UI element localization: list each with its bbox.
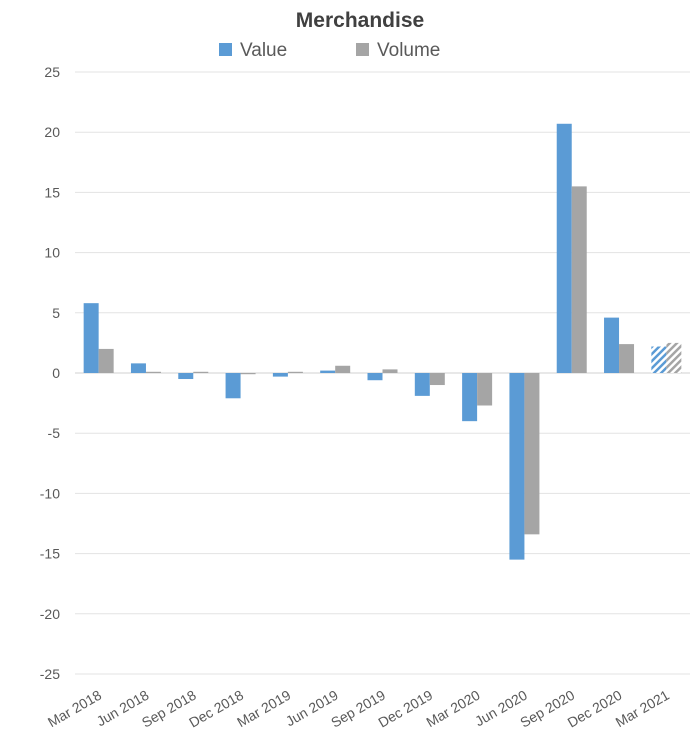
bar-volume xyxy=(335,365,351,373)
y-tick-label: 20 xyxy=(44,124,60,140)
chart-title: Merchandise xyxy=(296,9,424,32)
bar-value xyxy=(604,317,620,373)
x-tick-label: Mar 2021 xyxy=(613,687,672,731)
bar-value xyxy=(462,373,478,422)
bar-value xyxy=(320,370,336,373)
y-tick-label: -25 xyxy=(40,666,60,682)
legend-swatch-volume xyxy=(356,43,369,56)
bars xyxy=(83,123,682,560)
bar-value xyxy=(272,373,288,377)
bar-volume xyxy=(193,371,209,373)
bar-volume xyxy=(619,344,635,373)
bar-value xyxy=(225,373,241,399)
y-tick-label: -20 xyxy=(40,606,60,622)
y-tick-label: -5 xyxy=(48,425,61,441)
y-tick-label: -15 xyxy=(40,546,60,562)
y-tick-label: 0 xyxy=(52,365,60,381)
bar-value xyxy=(509,373,525,560)
bar-value xyxy=(130,363,146,373)
x-tick-label: Mar 2018 xyxy=(45,687,104,731)
bar-value xyxy=(414,373,430,396)
legend: Value Volume xyxy=(219,40,440,61)
bar-volume xyxy=(145,371,161,373)
x-tick-label: Dec 2020 xyxy=(565,687,625,731)
bar-value xyxy=(556,123,572,373)
y-tick-label: 25 xyxy=(44,64,60,80)
bar-value xyxy=(178,373,194,380)
legend-label-value: Value xyxy=(240,40,287,61)
bar-value xyxy=(83,303,99,373)
bar-volume xyxy=(287,371,303,373)
y-tick-label: 10 xyxy=(44,245,60,261)
bar-volume xyxy=(524,373,540,535)
x-tick-label: Dec 2018 xyxy=(186,687,246,731)
y-tick-label: 15 xyxy=(44,184,60,200)
bar-volume xyxy=(240,373,256,375)
x-tick-label: Dec 2019 xyxy=(375,687,435,731)
legend-swatch-value xyxy=(219,43,232,56)
x-tick-label: Mar 2019 xyxy=(234,687,293,731)
y-tick-label: 5 xyxy=(52,305,60,321)
bar-value xyxy=(651,346,667,373)
bar-volume xyxy=(571,186,587,373)
bar-volume xyxy=(382,369,398,373)
bar-volume xyxy=(429,373,445,386)
y-axis: 25 20 15 10 5 0 -5 -10 -15 -20 -25 xyxy=(40,64,60,682)
legend-label-volume: Volume xyxy=(377,40,440,61)
bar-volume xyxy=(477,373,493,406)
bar-volume xyxy=(666,342,682,373)
y-tick-label: -10 xyxy=(40,485,60,501)
bar-volume xyxy=(98,348,114,373)
bar-value xyxy=(367,373,383,381)
x-tick-label: Mar 2020 xyxy=(423,687,482,731)
